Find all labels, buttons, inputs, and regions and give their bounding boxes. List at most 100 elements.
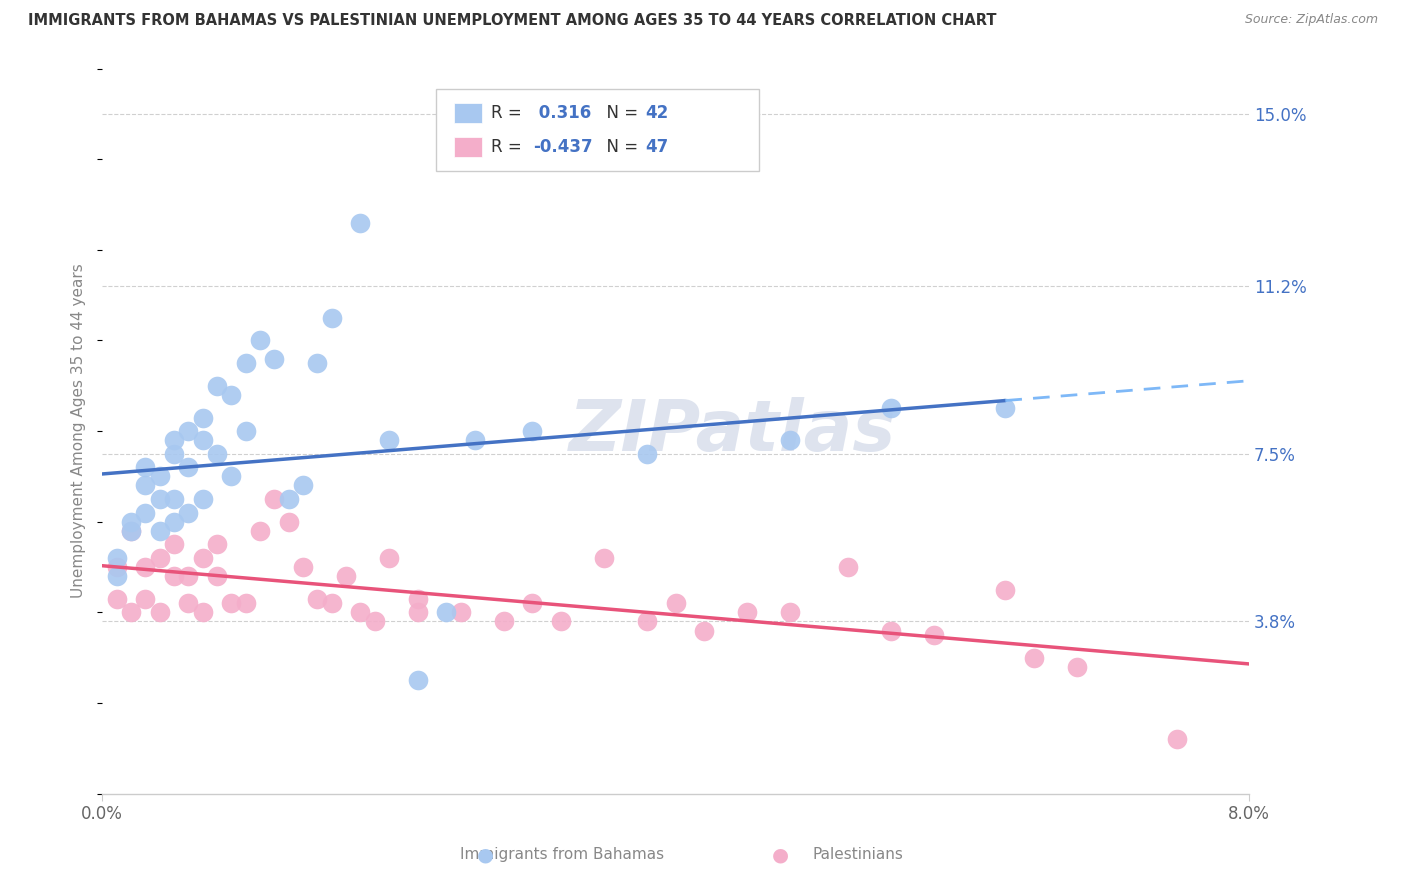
- Point: [134, 591, 156, 606]
- Text: N =: N =: [596, 138, 644, 156]
- Point: [363, 615, 385, 629]
- Point: [249, 524, 271, 538]
- Point: [406, 673, 429, 688]
- Point: [1166, 732, 1188, 747]
- Text: N =: N =: [596, 104, 644, 122]
- Point: [406, 606, 429, 620]
- Point: [277, 515, 299, 529]
- Point: [378, 433, 401, 447]
- Point: [263, 351, 285, 366]
- Point: [335, 569, 357, 583]
- Point: [219, 388, 242, 402]
- Text: 0.316: 0.316: [533, 104, 591, 122]
- Point: [450, 606, 472, 620]
- Text: Source: ZipAtlas.com: Source: ZipAtlas.com: [1244, 13, 1378, 27]
- Text: R =: R =: [491, 104, 527, 122]
- Point: [105, 569, 128, 583]
- Point: [134, 460, 156, 475]
- Point: [307, 591, 329, 606]
- Point: [148, 492, 170, 507]
- Point: [177, 596, 200, 610]
- Point: [148, 606, 170, 620]
- Point: [291, 478, 314, 492]
- Point: [120, 524, 142, 538]
- Point: [321, 596, 343, 610]
- Point: [378, 551, 401, 566]
- Point: [291, 560, 314, 574]
- Point: [879, 401, 901, 416]
- Point: [163, 569, 186, 583]
- Point: [219, 596, 242, 610]
- Point: [177, 506, 200, 520]
- Point: [177, 460, 200, 475]
- Point: [105, 591, 128, 606]
- Point: [163, 537, 186, 551]
- Point: [191, 433, 214, 447]
- Point: [177, 424, 200, 438]
- Point: [163, 515, 186, 529]
- Text: ZIPatlas: ZIPatlas: [569, 397, 897, 466]
- Point: [235, 356, 257, 370]
- Point: [219, 469, 242, 483]
- Point: [163, 447, 186, 461]
- Point: [105, 551, 128, 566]
- Point: [307, 356, 329, 370]
- Point: [277, 492, 299, 507]
- Point: [191, 492, 214, 507]
- Point: [205, 537, 228, 551]
- Point: [205, 569, 228, 583]
- Text: -0.437: -0.437: [533, 138, 592, 156]
- Point: [249, 334, 271, 348]
- Point: [163, 433, 186, 447]
- Point: [105, 560, 128, 574]
- Point: [163, 492, 186, 507]
- Point: [1022, 650, 1045, 665]
- Point: [464, 433, 486, 447]
- Y-axis label: Unemployment Among Ages 35 to 44 years: Unemployment Among Ages 35 to 44 years: [72, 264, 86, 599]
- Point: [120, 606, 142, 620]
- Point: [779, 433, 801, 447]
- Text: R =: R =: [491, 138, 527, 156]
- Point: [349, 216, 371, 230]
- Point: [492, 615, 515, 629]
- Point: [235, 424, 257, 438]
- Point: [737, 606, 759, 620]
- Point: [191, 551, 214, 566]
- Point: [148, 551, 170, 566]
- Point: [205, 447, 228, 461]
- Point: [779, 606, 801, 620]
- Point: [263, 492, 285, 507]
- Point: [837, 560, 859, 574]
- Point: [134, 506, 156, 520]
- Point: [1066, 660, 1088, 674]
- Text: Palestinians: Palestinians: [813, 847, 903, 862]
- Point: [191, 606, 214, 620]
- Point: [134, 560, 156, 574]
- Point: [120, 515, 142, 529]
- Point: [148, 469, 170, 483]
- Point: [148, 524, 170, 538]
- Point: [120, 524, 142, 538]
- Text: 42: 42: [645, 104, 669, 122]
- Point: [406, 591, 429, 606]
- Point: [321, 310, 343, 325]
- Point: [522, 596, 544, 610]
- Point: [522, 424, 544, 438]
- Point: [636, 615, 658, 629]
- Point: [434, 606, 457, 620]
- Point: [191, 410, 214, 425]
- Point: [636, 447, 658, 461]
- Point: [550, 615, 572, 629]
- Point: [879, 624, 901, 638]
- Text: IMMIGRANTS FROM BAHAMAS VS PALESTINIAN UNEMPLOYMENT AMONG AGES 35 TO 44 YEARS CO: IMMIGRANTS FROM BAHAMAS VS PALESTINIAN U…: [28, 13, 997, 29]
- Point: [693, 624, 716, 638]
- Point: [235, 596, 257, 610]
- Point: [205, 378, 228, 392]
- Point: [922, 628, 945, 642]
- Point: [994, 582, 1017, 597]
- Point: [593, 551, 616, 566]
- Point: [994, 401, 1017, 416]
- Text: ●: ●: [477, 845, 494, 864]
- Text: ●: ●: [772, 845, 789, 864]
- Point: [177, 569, 200, 583]
